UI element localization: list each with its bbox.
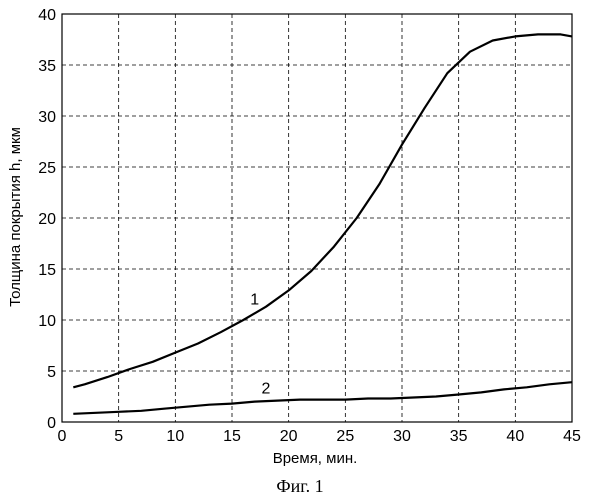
x-tick-labels: 0 5 10 15 20 25 30 35 40 45 bbox=[58, 428, 581, 445]
x-tick-label: 15 bbox=[223, 428, 241, 445]
x-tick-label: 25 bbox=[336, 428, 354, 445]
x-tick-label: 20 bbox=[280, 428, 298, 445]
y-tick-labels: 0 5 10 15 20 25 30 35 40 bbox=[38, 7, 56, 432]
series-lines bbox=[73, 34, 572, 413]
y-tick-label: 5 bbox=[47, 364, 56, 381]
series-labels: 12 bbox=[250, 292, 270, 398]
x-tick-label: 0 bbox=[58, 428, 67, 445]
series-label-2: 2 bbox=[262, 380, 271, 397]
y-tick-label: 15 bbox=[38, 262, 56, 279]
series-line-2 bbox=[73, 382, 572, 414]
x-tick-label: 45 bbox=[563, 428, 581, 445]
series-label-1: 1 bbox=[250, 292, 259, 309]
series-line-1 bbox=[73, 34, 572, 387]
y-axis-title: Толщина покрытия h, мкм bbox=[7, 127, 24, 307]
y-tick-label: 0 bbox=[47, 415, 56, 432]
y-tick-label: 35 bbox=[38, 58, 56, 75]
y-tick-label: 30 bbox=[38, 109, 56, 126]
x-axis-title: Время, мин. bbox=[273, 450, 358, 467]
y-tick-label: 10 bbox=[38, 313, 56, 330]
x-tick-label: 35 bbox=[450, 428, 468, 445]
x-tick-label: 40 bbox=[506, 428, 524, 445]
x-tick-label: 10 bbox=[166, 428, 184, 445]
figure-caption: Фиг. 1 bbox=[276, 476, 323, 496]
x-tick-label: 5 bbox=[114, 428, 123, 445]
y-tick-label: 20 bbox=[38, 211, 56, 228]
x-tick-label: 30 bbox=[393, 428, 411, 445]
grid bbox=[62, 14, 572, 422]
y-tick-label: 40 bbox=[38, 7, 56, 24]
y-tick-label: 25 bbox=[38, 160, 56, 177]
